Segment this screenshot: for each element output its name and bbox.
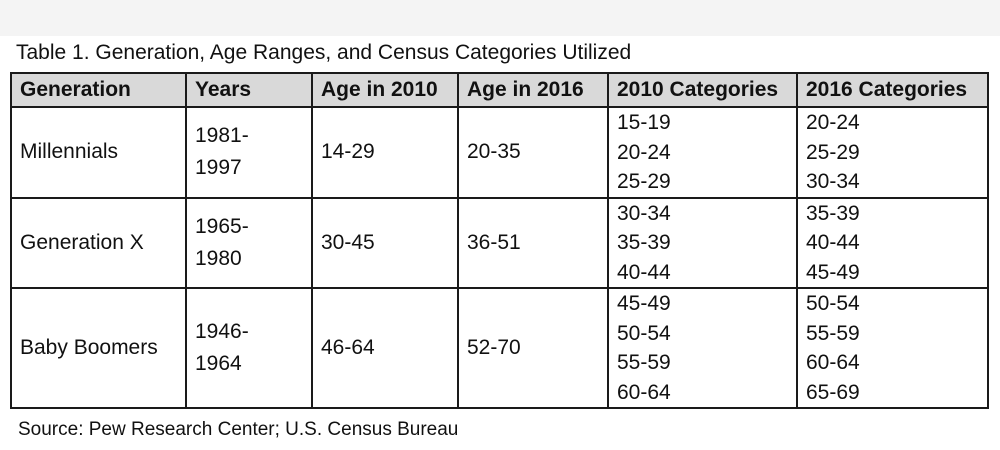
category-item: 40-44 <box>806 231 860 254</box>
categories-2016-cell: 20-24 25-29 30-34 <box>796 106 989 199</box>
header-age-2010: Age in 2010 <box>311 72 459 108</box>
header-categories-2010: 2010 Categories <box>607 72 798 108</box>
age-2016-cell: 52-70 <box>457 287 609 409</box>
source-note: Source: Pew Research Center; U.S. Census… <box>18 419 459 440</box>
category-item: 30-34 <box>806 170 860 193</box>
table-row: Baby Boomers 1946- 1964 46-64 52-70 45-4… <box>10 287 989 409</box>
age-2016-cell: 20-35 <box>457 106 609 199</box>
generation-cell: Baby Boomers <box>10 287 187 409</box>
category-item: 60-64 <box>617 380 671 404</box>
categories-2016-cell: 50-54 55-59 60-64 65-69 <box>796 287 989 409</box>
categories-2010-cell: 15-19 20-24 25-29 <box>607 106 798 199</box>
category-item: 45-49 <box>617 292 671 315</box>
years-cell: 1981- 1997 <box>185 106 313 199</box>
years-start: 1965- <box>195 214 249 238</box>
category-item: 30-34 <box>617 201 671 225</box>
generation-cell: Generation X <box>10 196 187 289</box>
years-cell: 1965- 1980 <box>185 196 313 289</box>
years-end: 1980 <box>195 246 242 270</box>
years-end: 1997 <box>195 156 242 180</box>
header-categories-2016: 2016 Categories <box>796 72 989 108</box>
header-generation: Generation <box>10 72 187 108</box>
years-end: 1964 <box>195 352 242 375</box>
category-item: 35-39 <box>806 201 860 225</box>
age-2016-cell: 36-51 <box>457 196 609 289</box>
age-2010-cell: 46-64 <box>311 287 459 409</box>
category-item: 25-29 <box>617 170 671 193</box>
category-item: 40-44 <box>617 260 671 284</box>
table-header-row: Generation Years Age in 2010 Age in 2016… <box>10 72 989 108</box>
generation-cell: Millennials <box>10 106 187 199</box>
age-2010-cell: 30-45 <box>311 196 459 289</box>
category-item: 20-24 <box>617 140 671 164</box>
category-item: 15-19 <box>617 111 671 134</box>
category-item: 35-39 <box>617 231 671 254</box>
table-row: Generation X 1965- 1980 30-45 36-51 30-3… <box>10 196 989 289</box>
years-start: 1946- <box>195 320 249 343</box>
category-item: 60-64 <box>806 351 860 374</box>
generation-table: Generation Years Age in 2010 Age in 2016… <box>10 72 989 409</box>
age-2010-cell: 14-29 <box>311 106 459 199</box>
categories-2016-cell: 35-39 40-44 45-49 <box>796 196 989 289</box>
category-item: 45-49 <box>806 260 860 284</box>
categories-2010-cell: 45-49 50-54 55-59 60-64 <box>607 287 798 409</box>
category-item: 65-69 <box>806 380 860 404</box>
category-item: 50-54 <box>617 321 671 345</box>
table-row: Millennials 1981- 1997 14-29 20-35 15-19… <box>10 106 989 199</box>
category-item: 55-59 <box>617 351 671 374</box>
header-age-2016: Age in 2016 <box>457 72 609 108</box>
category-item: 25-29 <box>806 140 860 164</box>
category-item: 20-24 <box>806 111 860 134</box>
years-start: 1981- <box>195 124 249 148</box>
categories-2010-cell: 30-34 35-39 40-44 <box>607 196 798 289</box>
header-years: Years <box>185 72 313 108</box>
table-caption: Table 1. Generation, Age Ranges, and Cen… <box>16 41 632 64</box>
category-item: 50-54 <box>806 292 860 315</box>
category-item: 55-59 <box>806 321 860 345</box>
top-background-strip <box>0 0 1000 36</box>
years-cell: 1946- 1964 <box>185 287 313 409</box>
